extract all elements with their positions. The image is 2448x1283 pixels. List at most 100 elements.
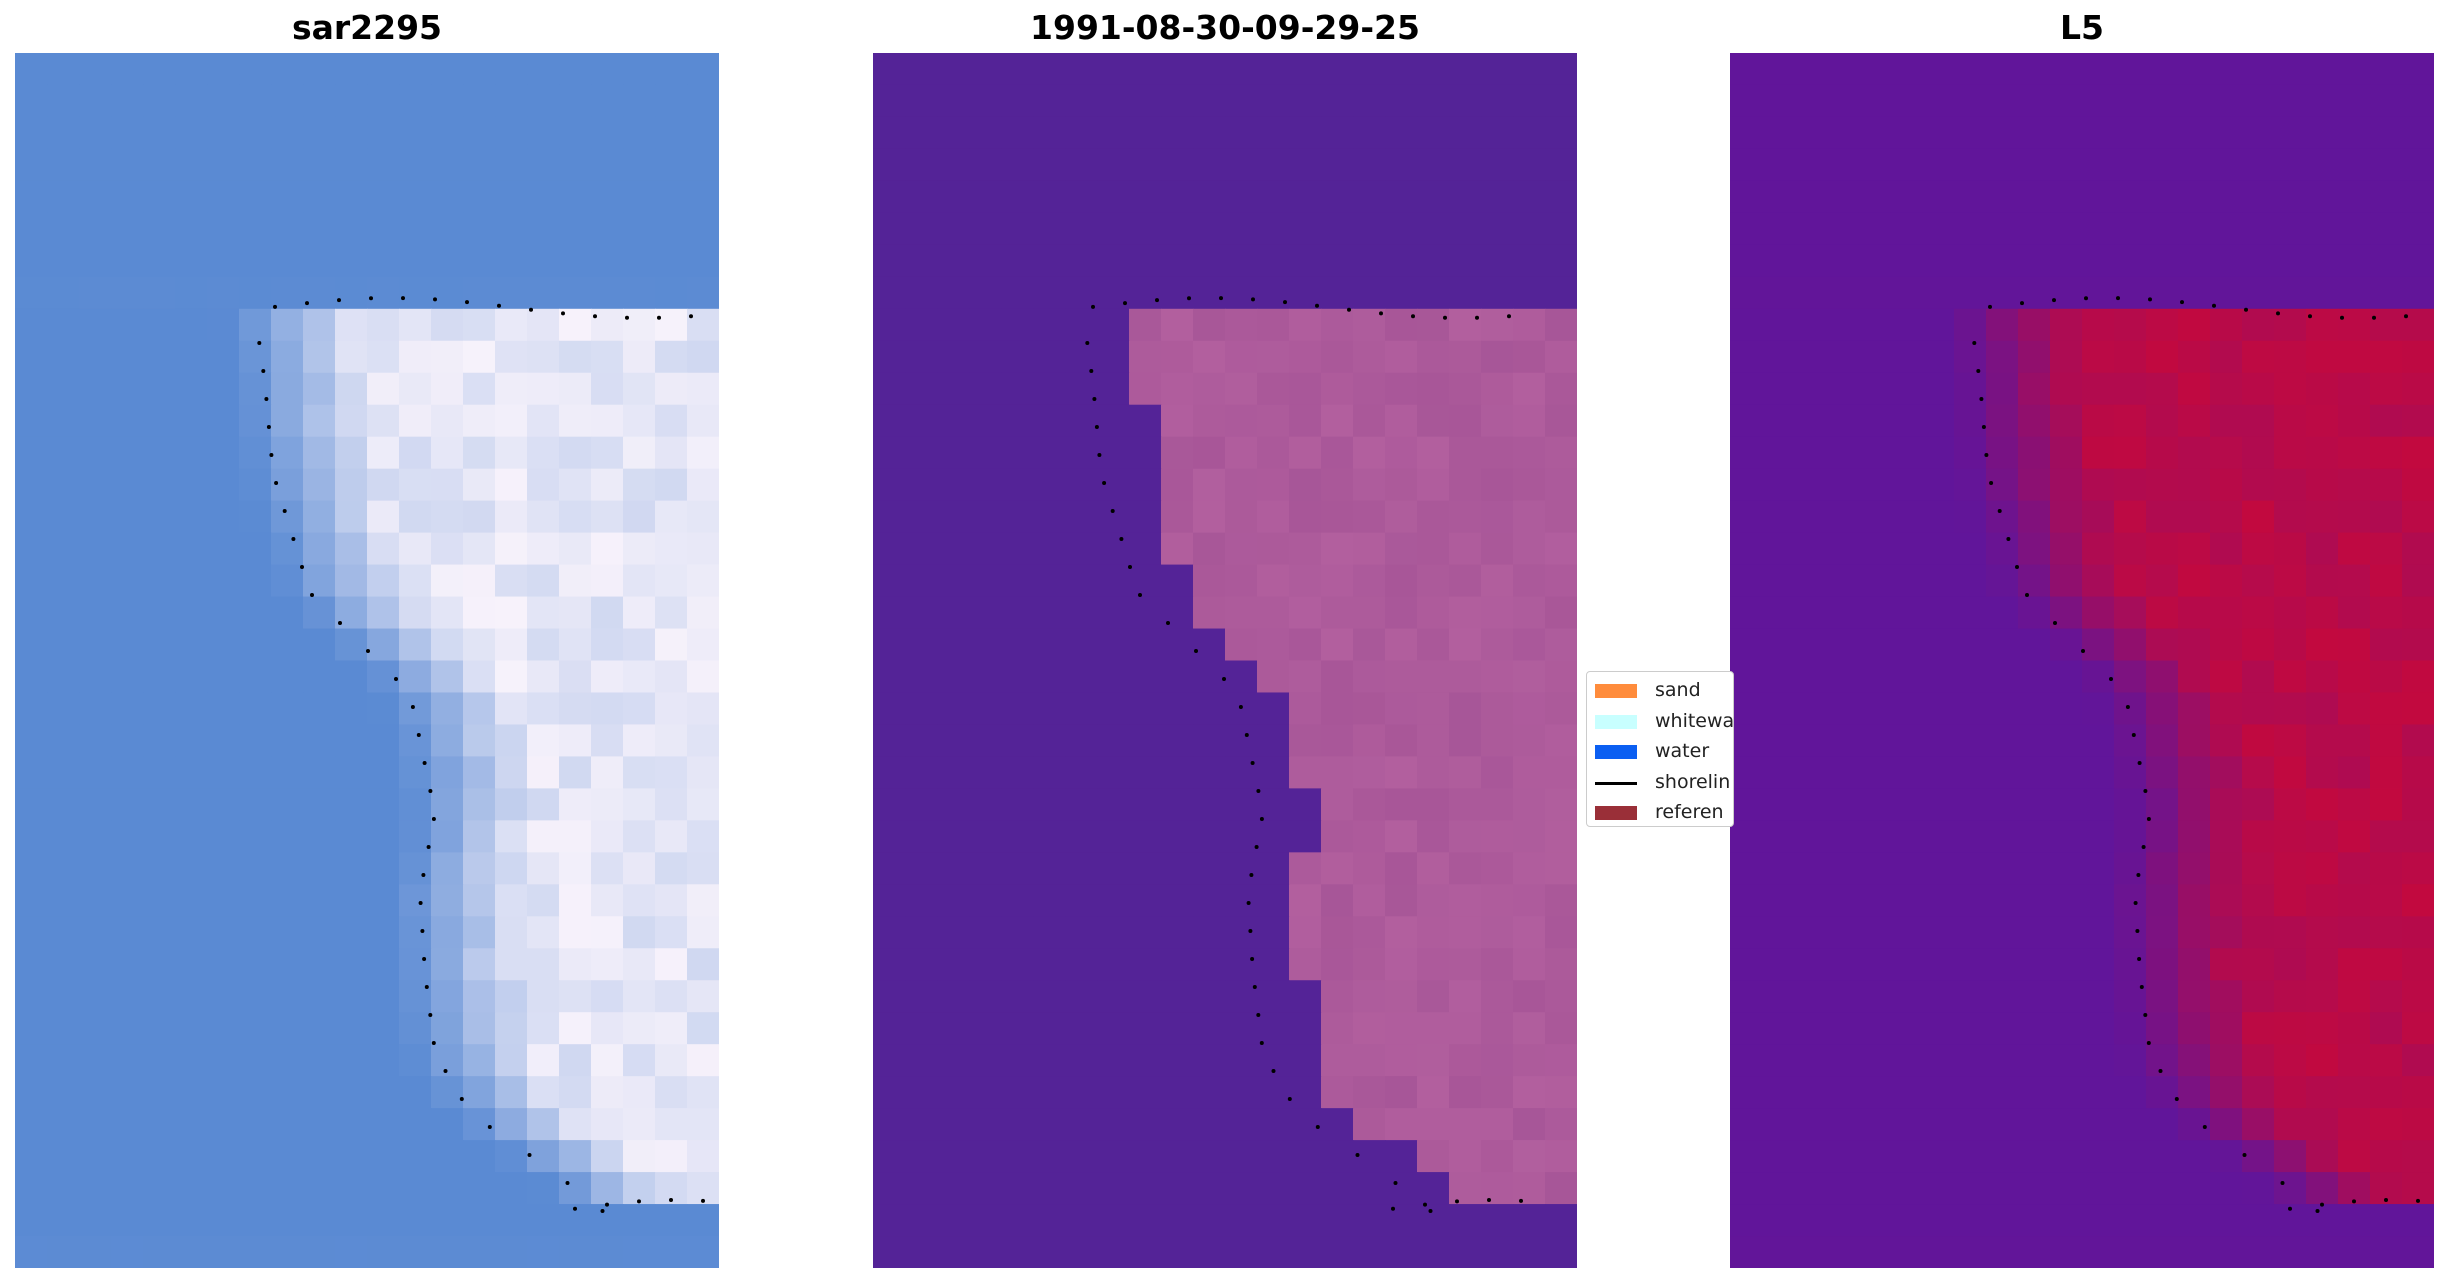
raster-cell	[495, 244, 528, 278]
raster-cell	[969, 788, 1002, 821]
raster-cell	[1193, 564, 1226, 598]
raster-cell	[2306, 148, 2339, 182]
raster-cell	[905, 180, 938, 214]
raster-cell	[2178, 628, 2211, 662]
raster-cell	[2274, 148, 2307, 182]
raster-cell	[2338, 788, 2371, 821]
raster-cell	[937, 468, 970, 502]
raster-cell	[559, 532, 592, 566]
raster-cell	[1449, 308, 1482, 342]
raster-cell	[1481, 660, 1514, 694]
raster-cell	[1225, 148, 1258, 182]
raster-cell	[1922, 53, 1955, 86]
raster-cell	[1890, 1140, 1923, 1173]
shoreline-dot	[1256, 1013, 1261, 1017]
shoreline-dot	[2244, 307, 2248, 312]
raster-cell	[1033, 1012, 1066, 1045]
raster-cell	[271, 948, 304, 981]
raster-cell	[905, 1204, 938, 1237]
raster-cell	[1545, 660, 1577, 694]
raster-cell	[1986, 116, 2019, 150]
raster-cell	[15, 1044, 48, 1077]
raster-cell	[591, 1012, 624, 1045]
raster-cell	[527, 148, 560, 182]
raster-cell	[687, 500, 719, 534]
raster-cell	[1321, 980, 1354, 1013]
raster-cell	[1097, 724, 1130, 758]
raster-cell	[1794, 1108, 1827, 1141]
raster-cell	[1513, 692, 1546, 726]
raster-cell	[527, 1108, 560, 1141]
raster-cell	[1922, 1012, 1955, 1045]
raster-cell	[1161, 116, 1194, 150]
raster-cell	[303, 436, 336, 470]
raster-cell	[2306, 1044, 2339, 1077]
raster-cell	[1129, 1108, 1162, 1141]
raster-cell	[463, 340, 496, 374]
raster-cell	[143, 1204, 176, 1237]
shoreline-dot	[2139, 985, 2144, 989]
raster-cell	[175, 404, 208, 438]
raster-cell	[2242, 692, 2275, 726]
raster-cell	[1762, 308, 1795, 342]
raster-cell	[15, 500, 48, 534]
raster-cell	[239, 820, 272, 853]
raster-cell	[2146, 532, 2179, 566]
raster-cell	[1922, 1140, 1955, 1173]
raster-cell	[2018, 1140, 2051, 1173]
shoreline-dot	[2320, 1202, 2324, 1207]
raster-cell	[1890, 276, 1923, 310]
raster-cell	[2210, 1140, 2243, 1173]
raster-cell	[431, 468, 464, 502]
raster-cell	[2274, 884, 2307, 917]
raster-cell	[1481, 1012, 1514, 1045]
raster-cell	[1193, 756, 1226, 789]
raster-cell	[937, 852, 970, 885]
raster-cell	[2082, 1172, 2115, 1205]
raster-cell	[1794, 948, 1827, 981]
raster-cell	[1257, 468, 1290, 502]
raster-cell	[873, 724, 906, 758]
raster-cell	[2306, 1204, 2339, 1237]
raster-cell	[655, 1140, 688, 1173]
raster-cell	[1033, 1108, 1066, 1141]
raster-cell	[1858, 1076, 1891, 1109]
raster-cell	[335, 276, 368, 310]
raster-cell	[47, 1236, 80, 1268]
raster-cell	[1353, 1108, 1386, 1141]
raster-cell	[79, 180, 112, 214]
raster-cell	[463, 1076, 496, 1109]
raster-cell	[1858, 1140, 1891, 1173]
raster-cell	[2306, 116, 2339, 150]
raster-cell	[1449, 596, 1482, 630]
raster-cell	[1890, 468, 1923, 502]
raster-cell	[1289, 660, 1322, 694]
raster-cell	[2018, 148, 2051, 182]
raster-cell	[2050, 884, 2083, 917]
raster-cell	[1193, 404, 1226, 438]
raster-cell	[2146, 500, 2179, 534]
raster-cell	[303, 244, 336, 278]
raster-cell	[2146, 884, 2179, 917]
raster-cell	[271, 532, 304, 566]
raster-cell	[1922, 1236, 1955, 1268]
raster-cell	[969, 116, 1002, 150]
raster-cell	[2082, 276, 2115, 310]
raster-cell	[1161, 500, 1194, 534]
raster-cell	[271, 724, 304, 758]
raster-cell	[2210, 1204, 2243, 1237]
raster-cell	[873, 148, 906, 182]
raster-cell	[1033, 244, 1066, 278]
legend-label-water: water	[1655, 740, 1710, 762]
raster-cell	[2114, 148, 2147, 182]
raster-cell	[969, 340, 1002, 374]
raster-cell	[463, 404, 496, 438]
raster-cell	[655, 212, 688, 246]
raster-cell	[2274, 628, 2307, 662]
raster-cell	[1922, 372, 1955, 406]
raster-cell	[47, 500, 80, 534]
raster-cell	[303, 1204, 336, 1237]
raster-cell	[1986, 724, 2019, 758]
raster-cell	[2146, 53, 2179, 86]
raster-cell	[527, 1140, 560, 1173]
